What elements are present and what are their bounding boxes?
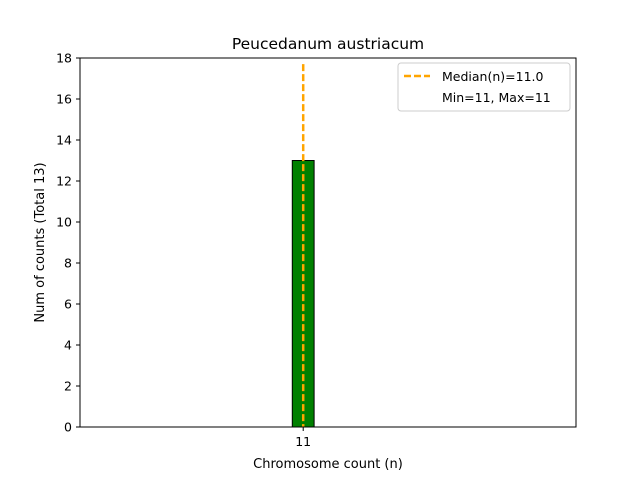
- y-tick-label-16: 16: [56, 92, 72, 107]
- y-tick-label-0: 0: [64, 420, 72, 435]
- y-tick-label-6: 6: [64, 297, 72, 312]
- y-tick-label-8: 8: [64, 256, 72, 271]
- chart-title: Peucedanum austriacum: [232, 35, 424, 53]
- y-tick-label-4: 4: [64, 338, 72, 353]
- plot-area: [80, 64, 315, 428]
- x-axis-label: Chromosome count (n): [253, 457, 403, 472]
- y-tick-label-12: 12: [56, 174, 72, 189]
- y-tick-label-14: 14: [56, 133, 72, 148]
- x-tick-label-11: 11: [295, 434, 311, 449]
- y-tick-label-18: 18: [56, 51, 72, 66]
- y-axis-label: Num of counts (Total 13): [33, 162, 48, 322]
- y-tick-label-2: 2: [64, 379, 72, 394]
- legend-box: [397, 62, 571, 112]
- legend-entry-minmax: Min=11, Max=11: [442, 90, 551, 105]
- plot-frame: [79, 57, 577, 428]
- y-tick-label-10: 10: [56, 215, 72, 230]
- legend: Median(n)=11.0 Min=11, Max=11: [397, 62, 571, 112]
- legend-entry-median: Median(n)=11.0: [442, 69, 543, 84]
